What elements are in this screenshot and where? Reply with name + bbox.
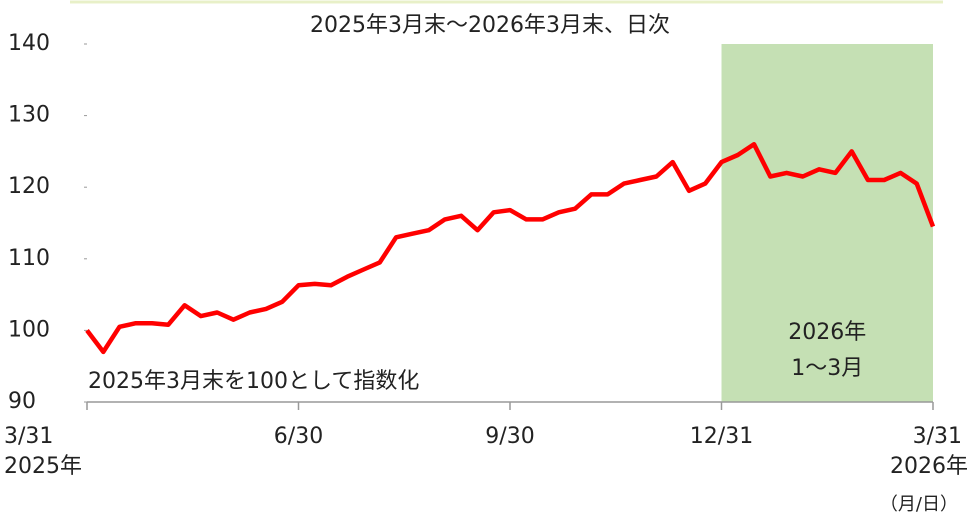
line [85,141,936,355]
y-tick-label: 130 [8,103,50,128]
highlight-label: 1～3月 [791,356,863,381]
x-unit: （月/日） [880,494,958,515]
chart-title: 2025年3月末～2026年3月末、日次 [310,13,670,38]
x-tick-label: 12/31 [690,424,753,449]
y-tick-label: 120 [8,174,50,199]
x-tick-label: 3/31 [913,424,962,449]
y-tick-label: 100 [8,317,50,342]
x-tick-label: 6/30 [274,424,323,449]
annotation: 2025年3月末を100として指数化 [88,369,419,394]
x-tick-label: 9/30 [485,424,534,449]
year-label: 2025年 [4,454,82,479]
y-tick-label: 110 [8,246,50,271]
x-tick-label: 3/31 [4,424,53,449]
y-tick-label: 140 [8,31,50,56]
y-tick-label: 90 [8,389,36,414]
highlight-label: 2026年 [788,320,866,345]
year-label: 2026年 [890,454,968,479]
highlight-region [721,44,933,402]
